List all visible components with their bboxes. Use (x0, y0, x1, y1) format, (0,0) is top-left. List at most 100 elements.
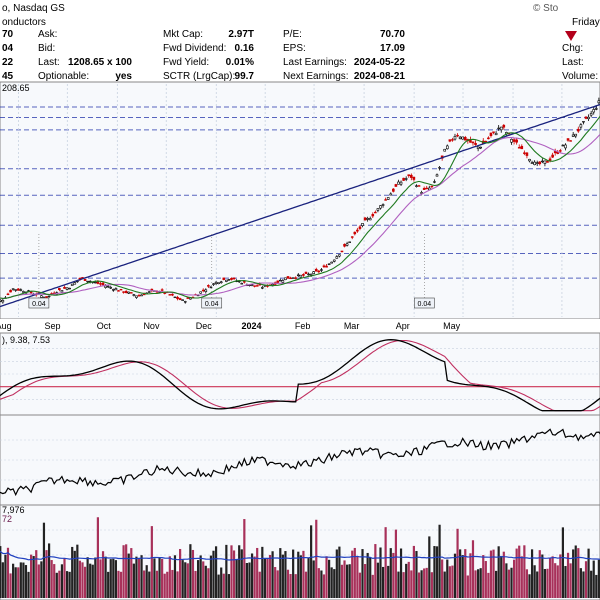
header-left-value: 04 (2, 43, 14, 54)
candle-body (335, 256, 339, 259)
volume-bar (189, 544, 192, 598)
candle-body (350, 236, 354, 238)
volume-bar (369, 557, 372, 598)
candle-body (204, 289, 208, 292)
candle-body (517, 147, 521, 149)
candle-body (181, 299, 184, 301)
volume-bar (12, 563, 15, 598)
candle-body (219, 281, 223, 284)
candle-body (119, 288, 123, 291)
candle-body (512, 139, 516, 142)
x-tick-label: Aug (0, 321, 12, 331)
candle-body (243, 281, 246, 283)
candle-body (1, 300, 5, 303)
candle-body (11, 288, 15, 290)
volume-bar (358, 572, 362, 598)
volume-bar (276, 570, 279, 598)
volume-bar (9, 573, 12, 598)
volume-bar (35, 550, 38, 598)
down-triangle-icon (565, 31, 577, 41)
candle-body (374, 211, 377, 214)
volume-average-line (0, 550, 600, 561)
candle-body (101, 282, 105, 286)
volume-bar (366, 552, 369, 598)
volume-bar (394, 529, 398, 598)
volume-bar (412, 545, 415, 598)
volume-bar (466, 575, 469, 598)
candle-body (0, 299, 2, 302)
volume-bar (590, 570, 593, 598)
candle-body (435, 174, 439, 177)
candle-body (232, 277, 236, 280)
candle-body (417, 185, 421, 187)
dividend-flags: 0.04 0.04 0.04 (28, 234, 435, 309)
dividend-flag-label: 0.04 (32, 301, 46, 308)
volume-bar (40, 561, 43, 598)
candle-body (358, 226, 362, 229)
candle-body (582, 121, 585, 123)
candle-body (561, 144, 565, 147)
volume-bar (328, 559, 331, 598)
candle-body (86, 280, 89, 283)
volume-bar (117, 570, 120, 598)
volume-bar (60, 564, 64, 598)
quote-label: Ask: (38, 29, 57, 40)
volume-bar (554, 563, 557, 598)
volume-bar (479, 568, 482, 598)
candle-body (327, 263, 331, 266)
candle-body (371, 214, 375, 217)
volume-bar (561, 527, 564, 598)
candle-body (520, 145, 524, 150)
volume-bar (492, 549, 495, 598)
x-tick-label: Apr (396, 321, 410, 331)
volume-bar (428, 536, 431, 598)
x-tick-label: Mar (344, 321, 360, 331)
candle-body (104, 285, 107, 288)
fundamental-value: 0.16 (235, 43, 255, 54)
candle-body (489, 132, 493, 136)
candle-body (214, 281, 218, 284)
candle-body (361, 223, 364, 226)
candle-body (276, 280, 280, 283)
volume-bar (256, 547, 259, 598)
volume-bar (546, 568, 549, 598)
volume-bar (597, 559, 600, 598)
volume-bar (250, 553, 254, 598)
volume-bar (415, 551, 418, 598)
candle-body (209, 286, 213, 289)
fundamental-label: Fwd Yield: (163, 57, 209, 68)
volume-bar (381, 566, 385, 598)
candle-body (94, 281, 97, 284)
volume-bar (181, 560, 184, 598)
volume-bar (4, 554, 7, 598)
candle-body (356, 229, 359, 232)
candle-body (448, 139, 452, 142)
candle-body (394, 184, 398, 187)
volume-bar (42, 522, 46, 598)
volume-bar (232, 550, 236, 598)
volume-bar (461, 555, 464, 598)
volume-bar (78, 560, 82, 598)
volume-bar (281, 554, 284, 598)
fundamental-value: 2.97T (228, 29, 254, 40)
candle-body (16, 288, 20, 291)
volume-bar (268, 554, 272, 598)
quote-label: Optionable: (38, 71, 89, 82)
volume-bar (63, 557, 66, 598)
candle-body (471, 141, 475, 144)
candle-body (340, 250, 344, 253)
x-tick-label: 2024 (242, 321, 262, 331)
volume-bar (343, 560, 346, 598)
volume-bar (266, 558, 269, 598)
volume-bar (294, 574, 297, 598)
volume-bar (387, 565, 390, 598)
volume-bar (299, 555, 302, 598)
volume-bar (238, 545, 241, 598)
candle-body (207, 285, 210, 287)
volume-bar (209, 555, 213, 598)
volume-bar (528, 574, 531, 598)
volume-bar (307, 557, 310, 598)
candle-body (124, 290, 128, 294)
candle-body (569, 140, 572, 142)
volume-bar (217, 574, 220, 598)
